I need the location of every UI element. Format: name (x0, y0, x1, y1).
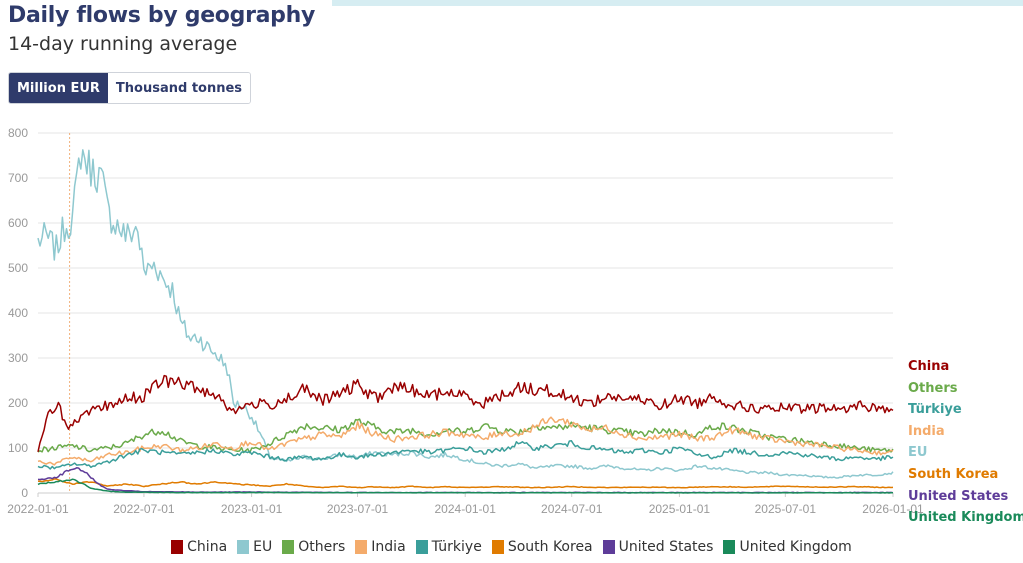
series-line-south-korea (37, 478, 894, 489)
end-label-india: India (908, 424, 945, 439)
legend-swatch-united-kingdom (723, 540, 736, 554)
x-tick-label: 2023-01-01 (221, 502, 283, 516)
x-tick-label: 2025-07-01 (755, 502, 817, 516)
legend-item-united-kingdom[interactable]: United Kingdom (723, 539, 852, 555)
series-line-china (37, 374, 894, 453)
end-label-t-rkiye: Türkiye (908, 402, 962, 417)
y-tick-label: 100 (8, 441, 28, 455)
end-label-south-korea: South Korea (908, 467, 998, 482)
series-line-eu (37, 149, 894, 479)
legend-label-eu: EU (253, 539, 273, 555)
y-tick-label: 800 (8, 126, 28, 140)
y-tick-label: 400 (8, 306, 28, 320)
x-tick-label: 2022-07-01 (113, 502, 175, 516)
legend-item-others[interactable]: Others (282, 539, 345, 555)
y-tick-label: 600 (8, 216, 28, 230)
y-tick-label: 700 (8, 171, 28, 185)
legend-label-india: India (371, 539, 406, 555)
line-chart: 0 100 200 300 400 500 600 700 800 2022-01-01 2022-… (7, 126, 1023, 525)
y-tick-label: 300 (8, 351, 28, 365)
series-line-t-rkiye (37, 440, 894, 470)
legend-item-india[interactable]: India (355, 539, 406, 555)
series-line-united-kingdom (37, 478, 894, 494)
y-tick-label: 0 (21, 486, 28, 500)
x-tick-label: 2024-01-01 (435, 502, 497, 516)
x-tick-label: 2025-01-01 (649, 502, 711, 516)
end-label-china: China (908, 359, 949, 374)
legend-swatch-india (355, 540, 368, 554)
page-title: Daily flows by geography (8, 3, 316, 28)
legend-item-turkiye[interactable]: Türkiye (415, 539, 482, 555)
legend-item-united-states[interactable]: United States (602, 539, 714, 555)
series-line-others (37, 418, 894, 454)
y-tick-label: 500 (8, 261, 28, 275)
legend-label-united-kingdom: United Kingdom (739, 539, 852, 555)
end-label-united-kingdom: United Kingdom (908, 510, 1023, 525)
legend-swatch-china (171, 540, 184, 554)
toggle-thousand-tonnes-button[interactable]: Thousand tonnes (107, 73, 251, 103)
toggle-million-eur-button[interactable]: Million EUR (9, 73, 108, 103)
end-label-united-states: United States (908, 489, 1009, 504)
end-label-others: Others (908, 381, 958, 396)
page-subtitle: 14-day running average (8, 33, 238, 55)
legend-item-eu[interactable]: EU (237, 539, 272, 555)
series-line-india (37, 416, 894, 466)
legend-swatch-united-states (602, 540, 615, 554)
x-tick-label: 2024-07-01 (541, 502, 603, 516)
legend-item-china[interactable]: China (171, 539, 227, 555)
legend-swatch-eu (237, 540, 250, 554)
x-tick-label: 2023-07-01 (327, 502, 389, 516)
legend-swatch-others (282, 540, 295, 554)
legend-item-south-korea[interactable]: South Korea (491, 539, 593, 555)
legend: China EU Others India Türkiye South Kore… (0, 539, 1023, 555)
legend-swatch-south-korea (491, 540, 504, 554)
top-strip (332, 0, 1023, 6)
y-tick-label: 200 (8, 396, 28, 410)
legend-label-others: Others (298, 539, 346, 555)
legend-swatch-turkiye (415, 540, 428, 554)
top-strip-left (0, 0, 332, 6)
unit-toggle: Million EUR Thousand tonnes (8, 72, 252, 104)
x-tick-label: 2026-01-01 (862, 502, 924, 516)
legend-label-south-korea: South Korea (507, 539, 593, 555)
legend-label-china: China (187, 539, 228, 555)
legend-label-turkiye: Türkiye (431, 539, 482, 555)
end-label-eu: EU (908, 445, 927, 460)
x-tick-label: 2022-01-01 (7, 502, 69, 516)
legend-label-united-states: United States (618, 539, 714, 555)
